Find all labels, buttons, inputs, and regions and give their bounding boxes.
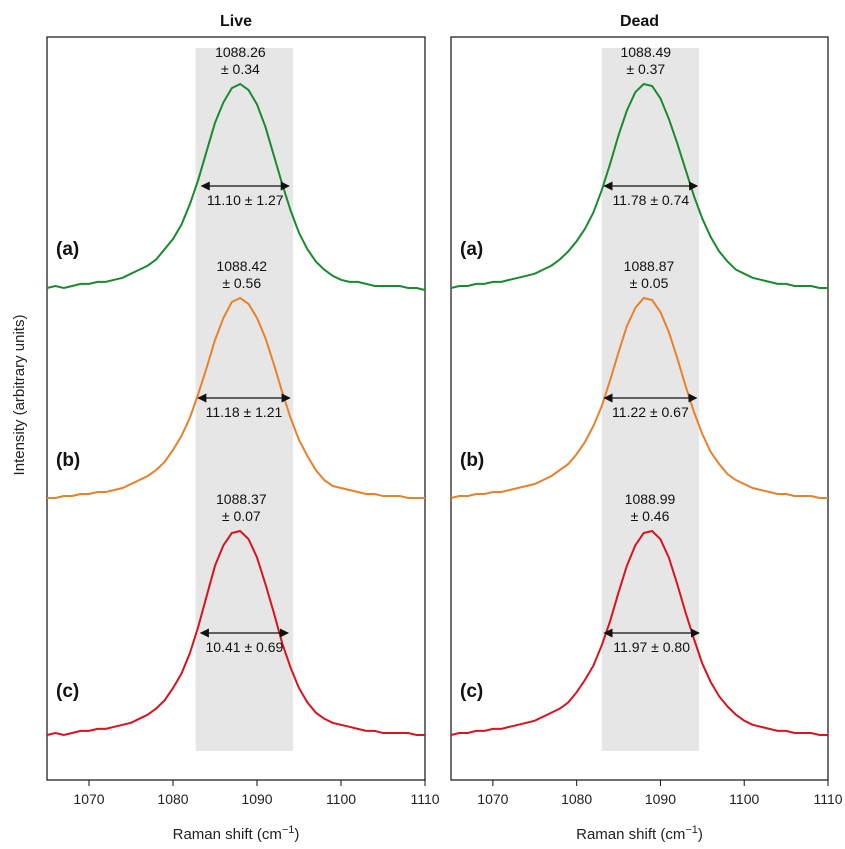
x-tick-label: 1100 <box>326 791 356 807</box>
x-tick-label: 1080 <box>561 791 592 807</box>
x-axis-label-superscript: −1 <box>685 824 698 836</box>
peak-center-error-label: ± 0.46 <box>631 508 670 524</box>
x-tick-label: 1070 <box>73 791 104 807</box>
x-tick-label: 1070 <box>477 791 508 807</box>
peak-center-label: 1088.87 <box>624 258 675 274</box>
fwhm-label: 11.18 ± 1.21 <box>206 404 283 420</box>
x-tick-label: 1090 <box>645 791 676 807</box>
spectrum-line-b <box>47 296 425 499</box>
x-axis-label-main: Raman shift (cm <box>576 826 685 843</box>
x-axis-label: Raman shift (cm−1) <box>173 824 300 843</box>
spectrum-line-c <box>46 529 425 737</box>
x-tick-label: 1100 <box>729 791 759 807</box>
series-tag: (a) <box>56 239 79 260</box>
peak-center-error-label: ± 0.56 <box>222 275 261 291</box>
panel-frame <box>450 36 829 781</box>
peak-center-error-label: ± 0.07 <box>222 508 261 524</box>
fwhm-label: 11.10 ± 1.27 <box>207 192 284 208</box>
peak-center-label: 1088.99 <box>625 491 676 507</box>
fwhm-label: 11.97 ± 0.80 <box>613 639 690 655</box>
panel-frame <box>46 36 426 781</box>
y-axis-label: Intensity (arbitrary units) <box>11 315 28 476</box>
x-axis-label-superscript: −1 <box>282 824 295 836</box>
peak-center-label: 1088.49 <box>620 44 671 60</box>
x-axis-label-main: Raman shift (cm <box>173 826 282 843</box>
fwhm-label: 10.41 ± 0.69 <box>206 639 284 655</box>
peak-center-label: 1088.42 <box>216 258 267 274</box>
peak-center-error-label: ± 0.37 <box>626 61 665 77</box>
peak-center-error-label: ± 0.34 <box>221 61 260 77</box>
series-tag: (b) <box>56 450 80 471</box>
series-tag: (b) <box>460 450 484 471</box>
fwhm-label: 11.22 ± 0.67 <box>612 404 689 420</box>
panel-title: Live <box>220 13 252 30</box>
x-tick-label: 1110 <box>410 791 439 807</box>
x-tick-label: 1080 <box>157 791 188 807</box>
peak-center-error-label: ± 0.05 <box>630 275 669 291</box>
panel-title: Dead <box>620 13 659 30</box>
panel-live: Live 1070 1080 1090 1100 1110 Raman shift (cm−… <box>46 13 440 843</box>
series-tag: (c) <box>460 681 483 702</box>
spectrum-line-a <box>46 82 426 291</box>
fwhm-label: 11.78 ± 0.74 <box>612 192 689 208</box>
spectrum-line-c <box>450 529 828 736</box>
x-tick-label: 1110 <box>813 791 842 807</box>
x-tick-label: 1090 <box>241 791 272 807</box>
x-axis-label: Raman shift (cm−1) <box>576 824 703 843</box>
panel-dead: Dead 1070 1080 1090 1100 1110 Raman shift (cm−… <box>450 13 843 843</box>
peak-center-label: 1088.26 <box>215 44 266 60</box>
spectrum-line-a <box>450 82 828 289</box>
x-axis-label-close: ) <box>294 826 299 843</box>
peak-center-label: 1088.37 <box>216 491 267 507</box>
x-axis-label-close: ) <box>698 826 703 843</box>
spectrum-line-b <box>450 296 828 499</box>
series-tag: (a) <box>460 239 483 260</box>
series-tag: (c) <box>56 681 79 702</box>
